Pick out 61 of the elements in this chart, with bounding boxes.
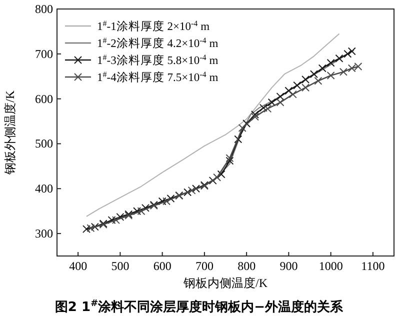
point bbox=[192, 184, 200, 193]
y-tick-label: 500 bbox=[35, 136, 53, 151]
point bbox=[276, 92, 284, 101]
x-tick-label: 1100 bbox=[361, 259, 385, 273]
point bbox=[276, 98, 284, 106]
legend-label: 1$^{#}$-1涂料厚度 2×10$^{-4}$ m bbox=[97, 18, 210, 33]
point bbox=[284, 86, 293, 95]
point bbox=[217, 170, 226, 178]
point bbox=[116, 212, 124, 221]
point bbox=[318, 64, 326, 72]
x-tick-label: 500 bbox=[111, 259, 130, 273]
point bbox=[184, 188, 192, 196]
x-tick-label: 800 bbox=[238, 259, 256, 273]
x-tick-label: 400 bbox=[69, 259, 88, 273]
point bbox=[339, 68, 348, 76]
point bbox=[162, 197, 171, 206]
x-tick-label: 900 bbox=[280, 259, 298, 273]
point bbox=[302, 84, 310, 92]
x-tick-label: 700 bbox=[195, 259, 214, 273]
point bbox=[268, 98, 276, 106]
text: 图2 1$^{#}$涂料不同涂层厚度时钢板内−外温度的关系 bbox=[54, 299, 344, 315]
legend-label: 1$^{#}$-4涂料厚度 7.5×10$^{-4}$ m bbox=[97, 70, 218, 84]
point bbox=[112, 216, 120, 224]
point bbox=[264, 104, 272, 113]
point bbox=[242, 120, 251, 128]
point bbox=[293, 81, 302, 90]
legend-label: 1$^{#}$-3涂料厚度 5.8×10$^{-4}$ m bbox=[97, 52, 218, 67]
point bbox=[326, 58, 335, 67]
point bbox=[326, 71, 335, 80]
point bbox=[335, 54, 344, 62]
point bbox=[108, 216, 116, 224]
point bbox=[166, 194, 175, 203]
x-axis-title: 钢板内侧温度/K bbox=[182, 276, 268, 290]
point bbox=[226, 154, 234, 162]
point bbox=[310, 70, 318, 78]
point bbox=[288, 90, 297, 98]
x-tick-label: 600 bbox=[153, 259, 172, 273]
point bbox=[234, 135, 242, 144]
x-tick-label: 1000 bbox=[318, 259, 343, 273]
point bbox=[137, 207, 146, 216]
point bbox=[133, 207, 142, 216]
point bbox=[208, 176, 217, 185]
point bbox=[141, 204, 150, 212]
point bbox=[302, 76, 310, 84]
y-tick-label: 300 bbox=[35, 226, 53, 241]
point bbox=[259, 104, 268, 112]
point bbox=[238, 124, 246, 132]
point bbox=[314, 76, 322, 85]
y-tick-label: 700 bbox=[35, 46, 53, 61]
point bbox=[348, 47, 356, 56]
point bbox=[86, 224, 95, 232]
point bbox=[158, 197, 166, 206]
y-axis-title: 钢板外侧温度/K bbox=[3, 90, 17, 176]
y-tick-label: 400 bbox=[35, 182, 53, 196]
point bbox=[213, 173, 222, 182]
point bbox=[226, 156, 234, 165]
y-tick-label: 600 bbox=[35, 92, 53, 106]
legend-label: 1$^{#}$-2涂料厚度 4.2×10$^{-4}$ m bbox=[97, 36, 218, 50]
point bbox=[188, 186, 196, 194]
line-series bbox=[86, 33, 340, 217]
y-tick-label: 800 bbox=[35, 2, 53, 16]
